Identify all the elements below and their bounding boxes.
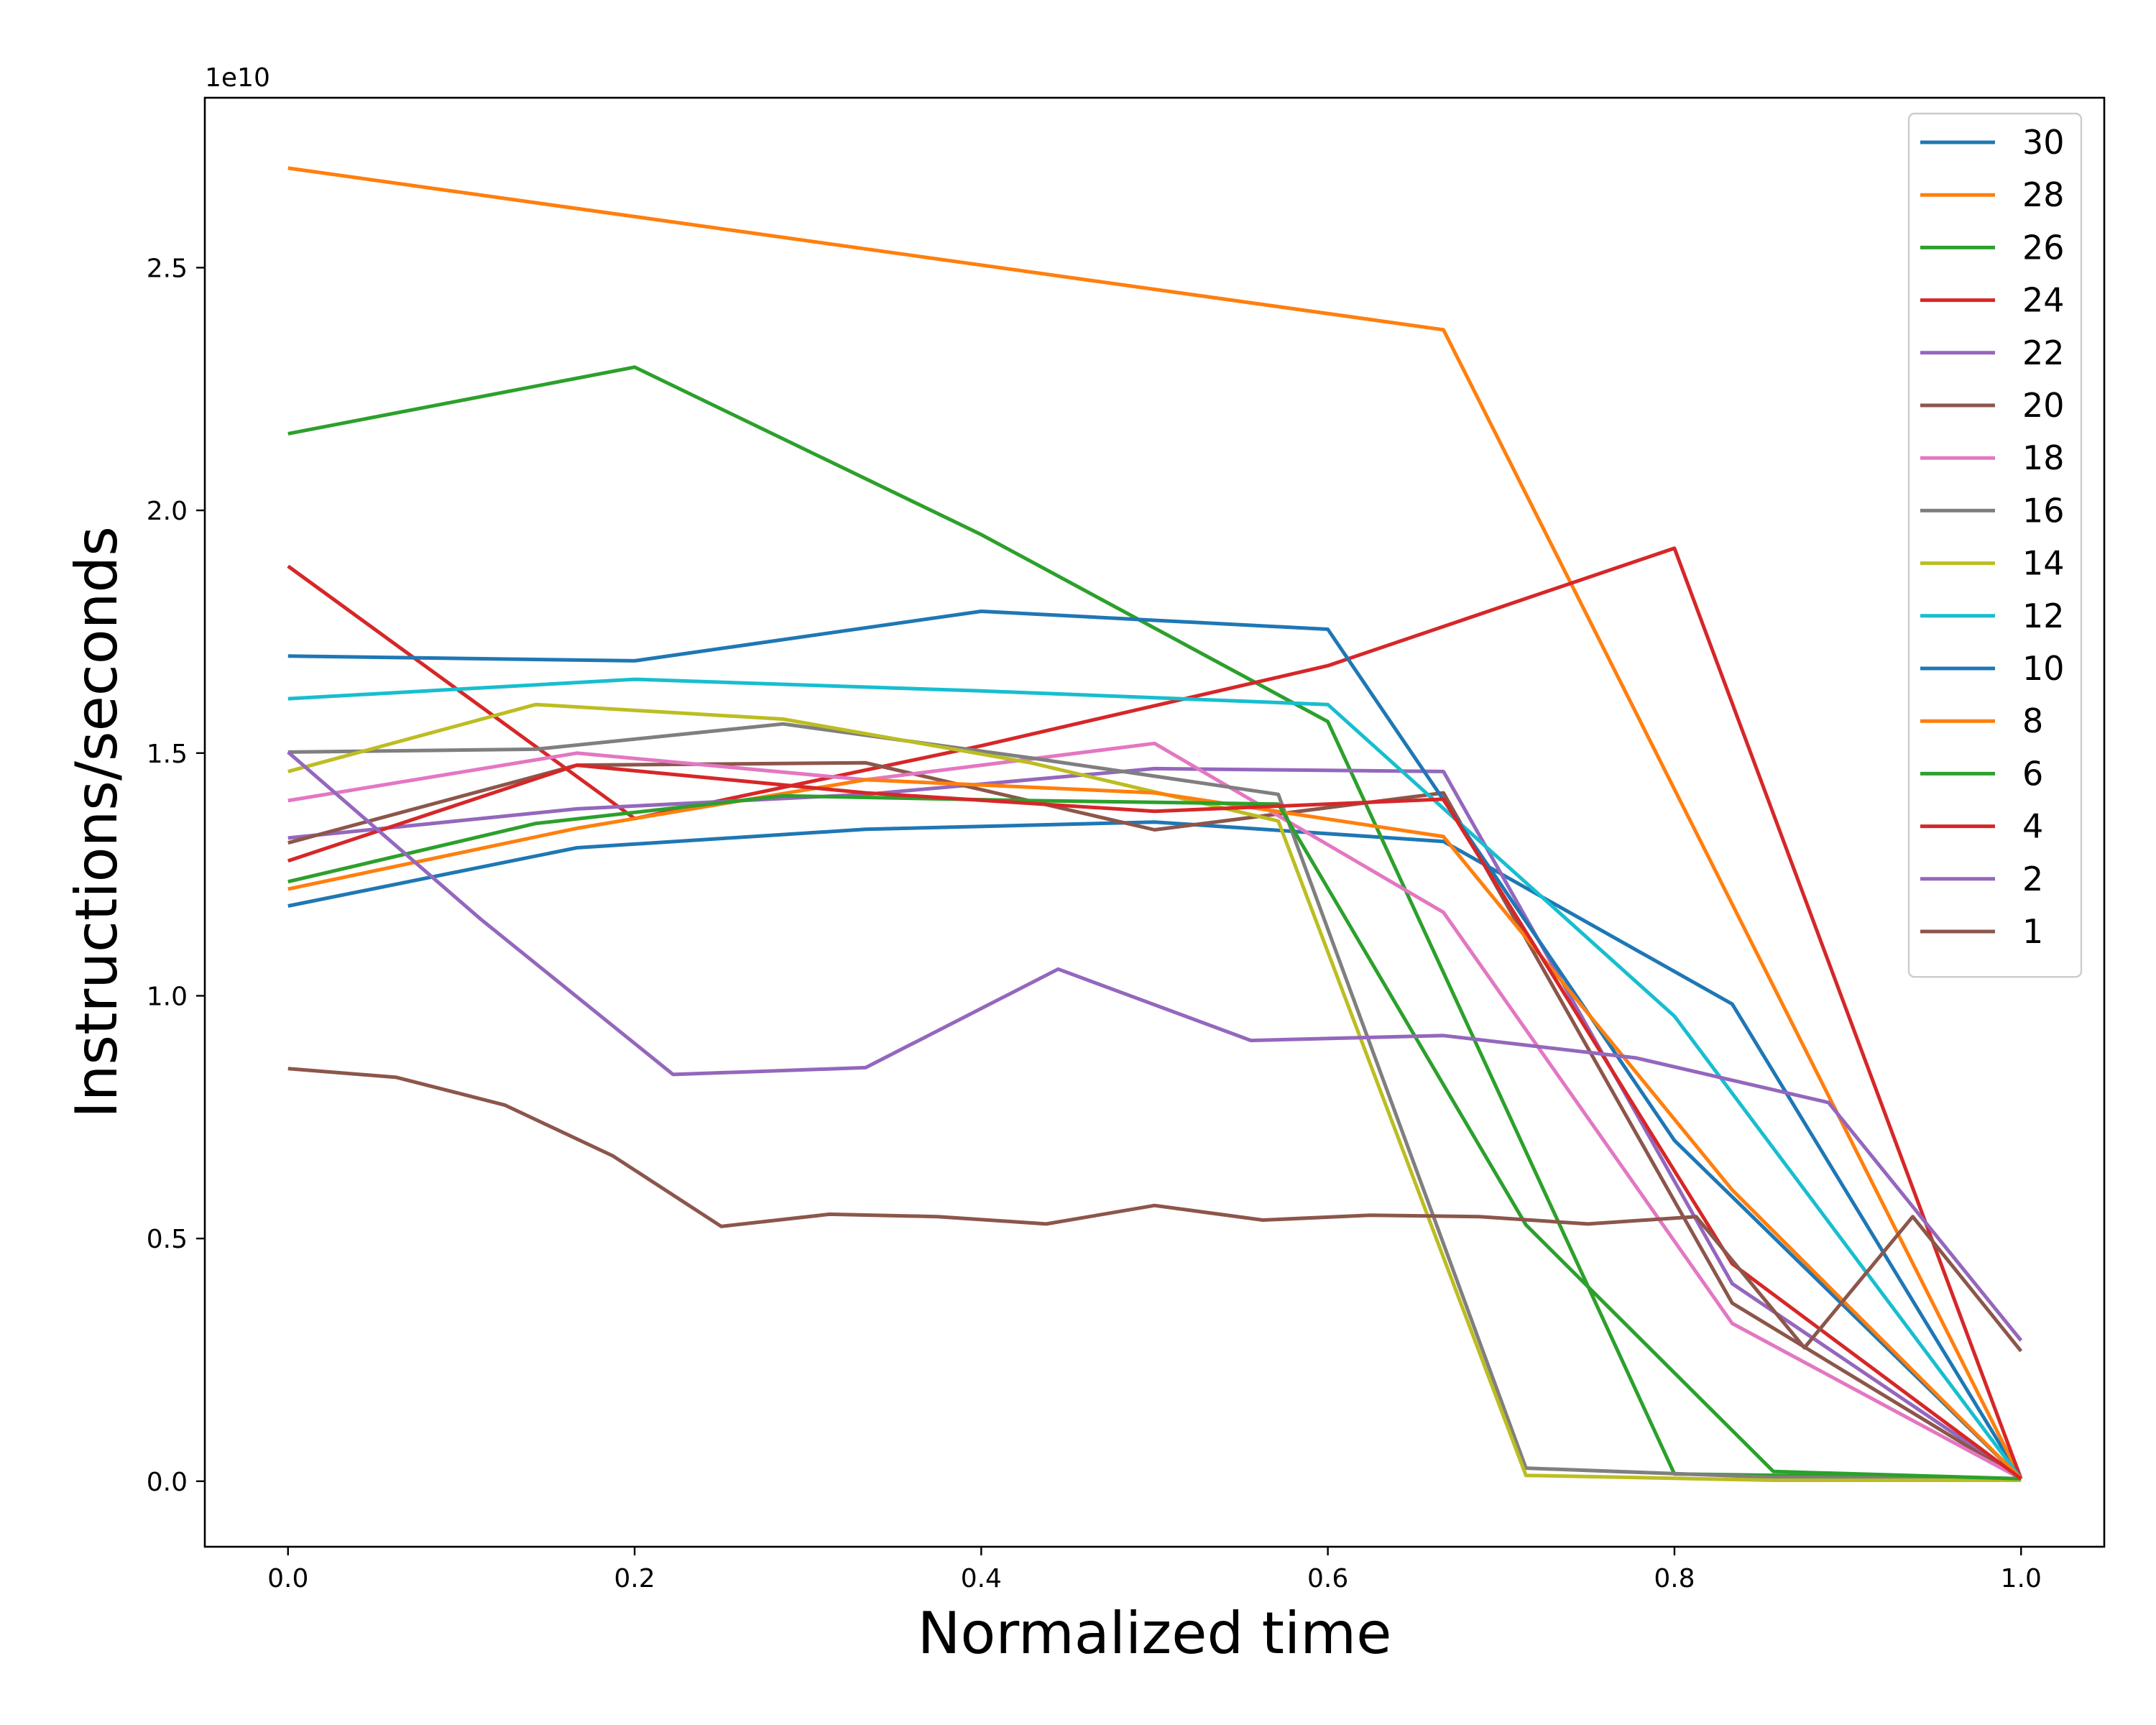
x-tick-label: 0.2	[614, 1564, 655, 1593]
x-axis: 0.0 0.2 0.4 0.6 0.8 1.0	[267, 1547, 2042, 1593]
x-tick-label: 0.0	[267, 1564, 308, 1593]
series-line-28	[287, 166, 2023, 1480]
y-tick-label: 2.5	[147, 254, 188, 283]
x-tick-label: 0.4	[961, 1564, 1002, 1593]
y-axis-title: Instructions/seconds	[63, 526, 130, 1118]
legend-label-1: 1	[2022, 912, 2043, 951]
y-tick-label: 1.0	[147, 982, 188, 1011]
x-axis-title: Normalized time	[918, 1600, 1392, 1667]
series-line-30	[287, 820, 2023, 1480]
y-tick-label: 1.5	[147, 740, 188, 769]
legend-label-2: 2	[2022, 860, 2043, 898]
series-line-1	[287, 1067, 2023, 1353]
x-tick-label: 1.0	[2001, 1564, 2042, 1593]
y-tick-label: 0.0	[147, 1468, 188, 1497]
legend-label-6: 6	[2022, 754, 2043, 793]
x-tick-label: 0.6	[1307, 1564, 1348, 1593]
y-offset-label: 1e10	[205, 63, 270, 93]
legend-label-16: 16	[2022, 491, 2065, 530]
series-line-12	[287, 677, 2023, 1480]
legend-label-26: 26	[2022, 228, 2065, 267]
series-line-4	[287, 763, 2022, 1481]
legend-label-14: 14	[2022, 544, 2065, 583]
series-line-10	[287, 610, 2022, 1481]
series-line-6	[287, 794, 2022, 1481]
x-tick-label: 0.8	[1654, 1564, 1695, 1593]
legend-label-12: 12	[2022, 597, 2065, 635]
series-line-16	[287, 722, 2022, 1481]
legend-label-28: 28	[2022, 175, 2065, 214]
legend-label-24: 24	[2022, 281, 2065, 320]
series-line-8	[287, 778, 2022, 1481]
series-line-22	[287, 766, 2022, 1481]
legend: 30 28 26 24 22 20 18 16 14 12 10 8 6 4 2 1	[1907, 112, 2083, 978]
legend-label-4: 4	[2022, 807, 2043, 846]
legend-label-30: 30	[2022, 123, 2065, 162]
series-layer	[287, 166, 2023, 1482]
series-line-2	[287, 750, 2023, 1342]
legend-box	[1907, 112, 2083, 978]
y-tick-label: 2.0	[147, 497, 188, 526]
y-tick-label: 0.5	[147, 1225, 188, 1254]
y-axis: 0.0 0.5 1.0 1.5 2.0 2.5	[147, 254, 205, 1497]
legend-label-22: 22	[2022, 334, 2065, 372]
legend-label-18: 18	[2022, 438, 2065, 477]
plot-frame	[203, 96, 2106, 1548]
series-line-24	[287, 546, 2023, 1480]
legend-label-20: 20	[2022, 386, 2065, 425]
legend-label-10: 10	[2022, 649, 2065, 688]
legend-label-8: 8	[2022, 702, 2043, 740]
series-line-18	[287, 741, 2022, 1481]
